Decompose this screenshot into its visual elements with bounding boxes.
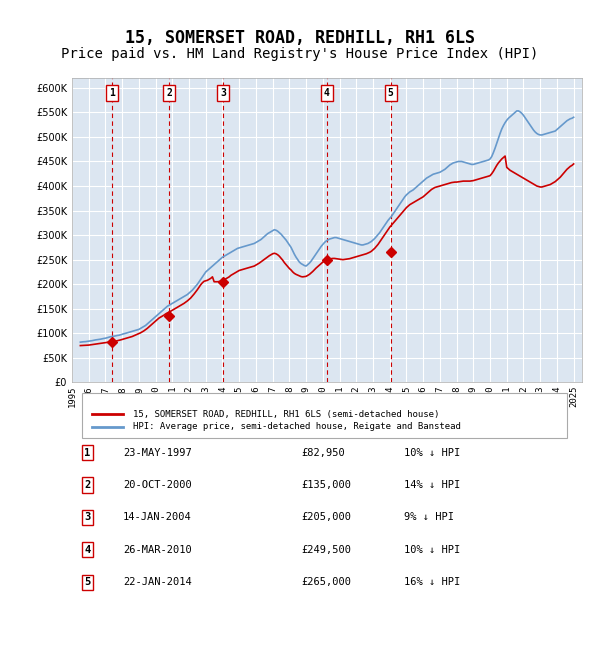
Text: £249,500: £249,500 xyxy=(302,545,352,555)
Text: 5: 5 xyxy=(388,88,394,97)
Text: 4: 4 xyxy=(84,545,91,555)
Text: 16% ↓ HPI: 16% ↓ HPI xyxy=(404,577,460,587)
Text: £205,000: £205,000 xyxy=(302,512,352,523)
Text: Price paid vs. HM Land Registry's House Price Index (HPI): Price paid vs. HM Land Registry's House … xyxy=(61,47,539,61)
Text: 10% ↓ HPI: 10% ↓ HPI xyxy=(404,448,460,458)
Text: £82,950: £82,950 xyxy=(302,448,345,458)
Text: 22-JAN-2014: 22-JAN-2014 xyxy=(123,577,192,587)
Text: 15, SOMERSET ROAD, REDHILL, RH1 6LS (semi-detached house): 15, SOMERSET ROAD, REDHILL, RH1 6LS (sem… xyxy=(133,410,440,419)
Text: HPI: Average price, semi-detached house, Reigate and Banstead: HPI: Average price, semi-detached house,… xyxy=(133,422,461,431)
Text: 26-MAR-2010: 26-MAR-2010 xyxy=(123,545,192,555)
Text: 20-OCT-2000: 20-OCT-2000 xyxy=(123,480,192,490)
Text: 15, SOMERSET ROAD, REDHILL, RH1 6LS: 15, SOMERSET ROAD, REDHILL, RH1 6LS xyxy=(125,29,475,47)
Text: 14% ↓ HPI: 14% ↓ HPI xyxy=(404,480,460,490)
Text: 23-MAY-1997: 23-MAY-1997 xyxy=(123,448,192,458)
Text: £265,000: £265,000 xyxy=(302,577,352,587)
FancyBboxPatch shape xyxy=(82,393,567,437)
Text: 5: 5 xyxy=(84,577,91,587)
Text: 9% ↓ HPI: 9% ↓ HPI xyxy=(404,512,454,523)
Text: 2: 2 xyxy=(166,88,172,97)
Text: 3: 3 xyxy=(220,88,226,97)
Text: 2: 2 xyxy=(84,480,91,490)
Text: £135,000: £135,000 xyxy=(302,480,352,490)
Text: 14-JAN-2004: 14-JAN-2004 xyxy=(123,512,192,523)
Text: 3: 3 xyxy=(84,512,91,523)
Text: 10% ↓ HPI: 10% ↓ HPI xyxy=(404,545,460,555)
Text: 1: 1 xyxy=(109,88,115,97)
Text: 4: 4 xyxy=(324,88,329,97)
Text: 1: 1 xyxy=(84,448,91,458)
